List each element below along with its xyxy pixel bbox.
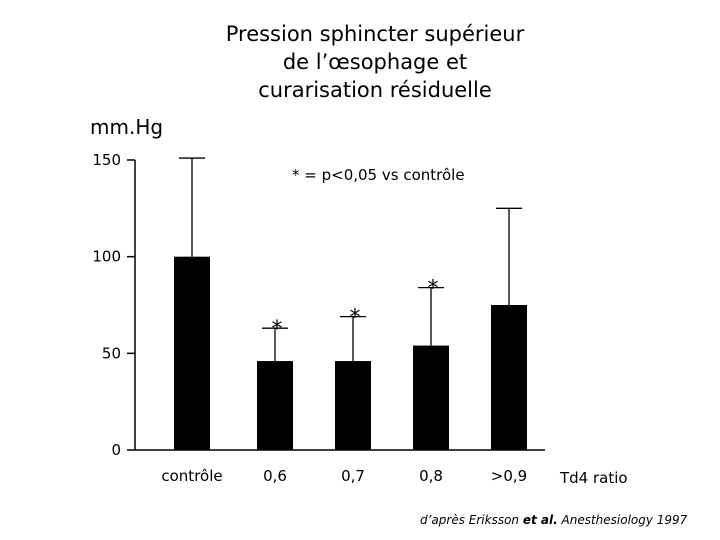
x-tick-label-1: 0,6 — [263, 467, 287, 485]
y-tick-label-150: 150 — [92, 151, 121, 169]
bar-3 — [413, 345, 449, 450]
source-citation: d’après Eriksson et al. Anesthesiology 1… — [420, 513, 687, 527]
x-tick-label-0: contrôle — [161, 467, 222, 485]
y-tick-label-50: 50 — [102, 344, 121, 362]
x-tick-label-2: 0,7 — [341, 467, 365, 485]
source-etal: et al. — [522, 513, 558, 527]
significance-star-1: * — [272, 317, 283, 342]
title-line-1: Pression sphincter supérieur — [225, 22, 525, 46]
y-tick-label-100: 100 — [92, 248, 121, 266]
bar-0 — [174, 256, 210, 450]
significance-star-3: * — [428, 277, 439, 302]
bar-2 — [335, 361, 371, 450]
title-line-2: de l’œsophage et — [282, 50, 468, 74]
bar-4 — [491, 305, 527, 450]
bar-1 — [257, 361, 293, 450]
chart-title: Pression sphincter supérieur de l’œsopha… — [190, 20, 560, 104]
source-suffix: Anesthesiology 1997 — [557, 513, 688, 527]
x-tick-label-4: >0,9 — [491, 467, 527, 485]
x-tick-label-3: 0,8 — [419, 467, 443, 485]
title-line-3: curarisation résiduelle — [258, 78, 492, 102]
significance-annotation: * = p<0,05 vs contrôle — [292, 166, 465, 184]
y-tick-label-0: 0 — [111, 441, 121, 459]
x-axis-label: Td4 ratio — [560, 469, 628, 487]
source-prefix: d’après Eriksson — [420, 513, 523, 527]
significance-star-2: * — [350, 306, 361, 331]
y-axis-label: mm.Hg — [90, 115, 164, 139]
